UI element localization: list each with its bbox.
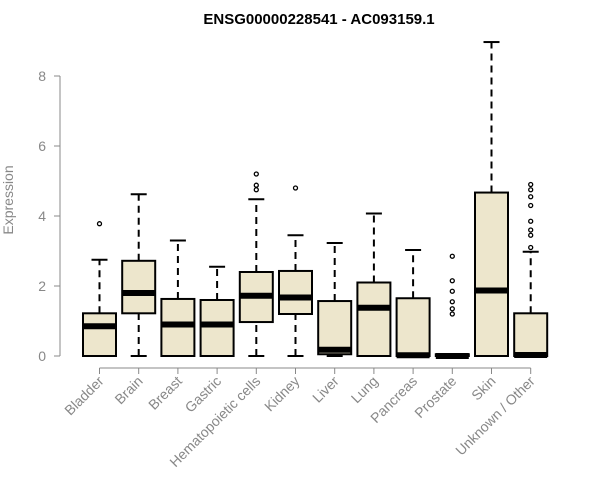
outlier-point <box>96 221 103 227</box>
iqr-box <box>513 312 549 357</box>
box-lung <box>356 212 392 357</box>
outlier-point <box>528 187 534 193</box>
y-axis: 0 2 4 6 8 <box>38 68 61 364</box>
iqr-box <box>356 281 392 357</box>
box-liver <box>317 241 353 357</box>
x-tick-label: Kidney <box>261 373 303 415</box>
y-tick-label: 6 <box>38 138 46 154</box>
boxes-group <box>82 41 549 359</box>
outlier-point <box>528 227 534 233</box>
iqr-box <box>317 300 353 356</box>
box-prostate <box>434 253 470 359</box>
iqr-box <box>278 269 313 316</box>
y-tick-label: 4 <box>38 208 46 224</box>
outlier-point <box>449 299 455 305</box>
outlier-point <box>528 181 534 188</box>
x-tick-label: Breast <box>145 373 185 413</box>
outlier-point <box>528 232 534 238</box>
outlier-point <box>528 194 534 200</box>
x-tick-label: Brain <box>111 373 145 407</box>
chart-title: ENSG00000228541 - AC093159.1 <box>203 11 434 28</box>
y-tick-label: 0 <box>38 348 46 364</box>
outlier-point <box>292 185 299 191</box>
box-unknown-other <box>513 181 549 358</box>
iqr-box <box>82 312 117 357</box>
box-pancreas <box>395 248 431 359</box>
box-kidney <box>278 185 313 357</box>
x-tick-label: Bladder <box>61 373 107 419</box>
box-brain <box>121 193 157 357</box>
box-breast <box>160 239 196 358</box>
x-tick-label: Skin <box>468 373 499 404</box>
outlier-point <box>253 171 259 177</box>
outlier-point <box>253 187 259 193</box>
iqr-box <box>474 191 509 357</box>
outlier-point <box>449 311 455 317</box>
outlier-point <box>528 218 534 224</box>
outlier-point <box>253 182 259 188</box>
outlier-point <box>449 278 455 284</box>
box-hematopoietic-cells <box>238 171 274 357</box>
x-tick-label: Prostate <box>411 373 459 421</box>
iqr-box <box>395 297 431 357</box>
y-tick-label: 2 <box>38 278 46 294</box>
box-bladder <box>82 221 117 357</box>
box-gastric <box>199 265 235 357</box>
outlier-point <box>528 202 534 209</box>
y-tick-label: 8 <box>38 68 46 84</box>
y-axis-label: Expression <box>0 165 16 234</box>
outlier-point <box>528 244 534 251</box>
iqr-box <box>199 299 235 357</box>
iqr-box <box>121 259 157 315</box>
x-tick-label: Liver <box>309 373 342 406</box>
x-tick-label: Lung <box>348 373 381 406</box>
outlier-point <box>449 306 455 312</box>
outlier-point <box>449 253 455 259</box>
outlier-point <box>449 288 455 294</box>
box-skin <box>474 41 509 357</box>
